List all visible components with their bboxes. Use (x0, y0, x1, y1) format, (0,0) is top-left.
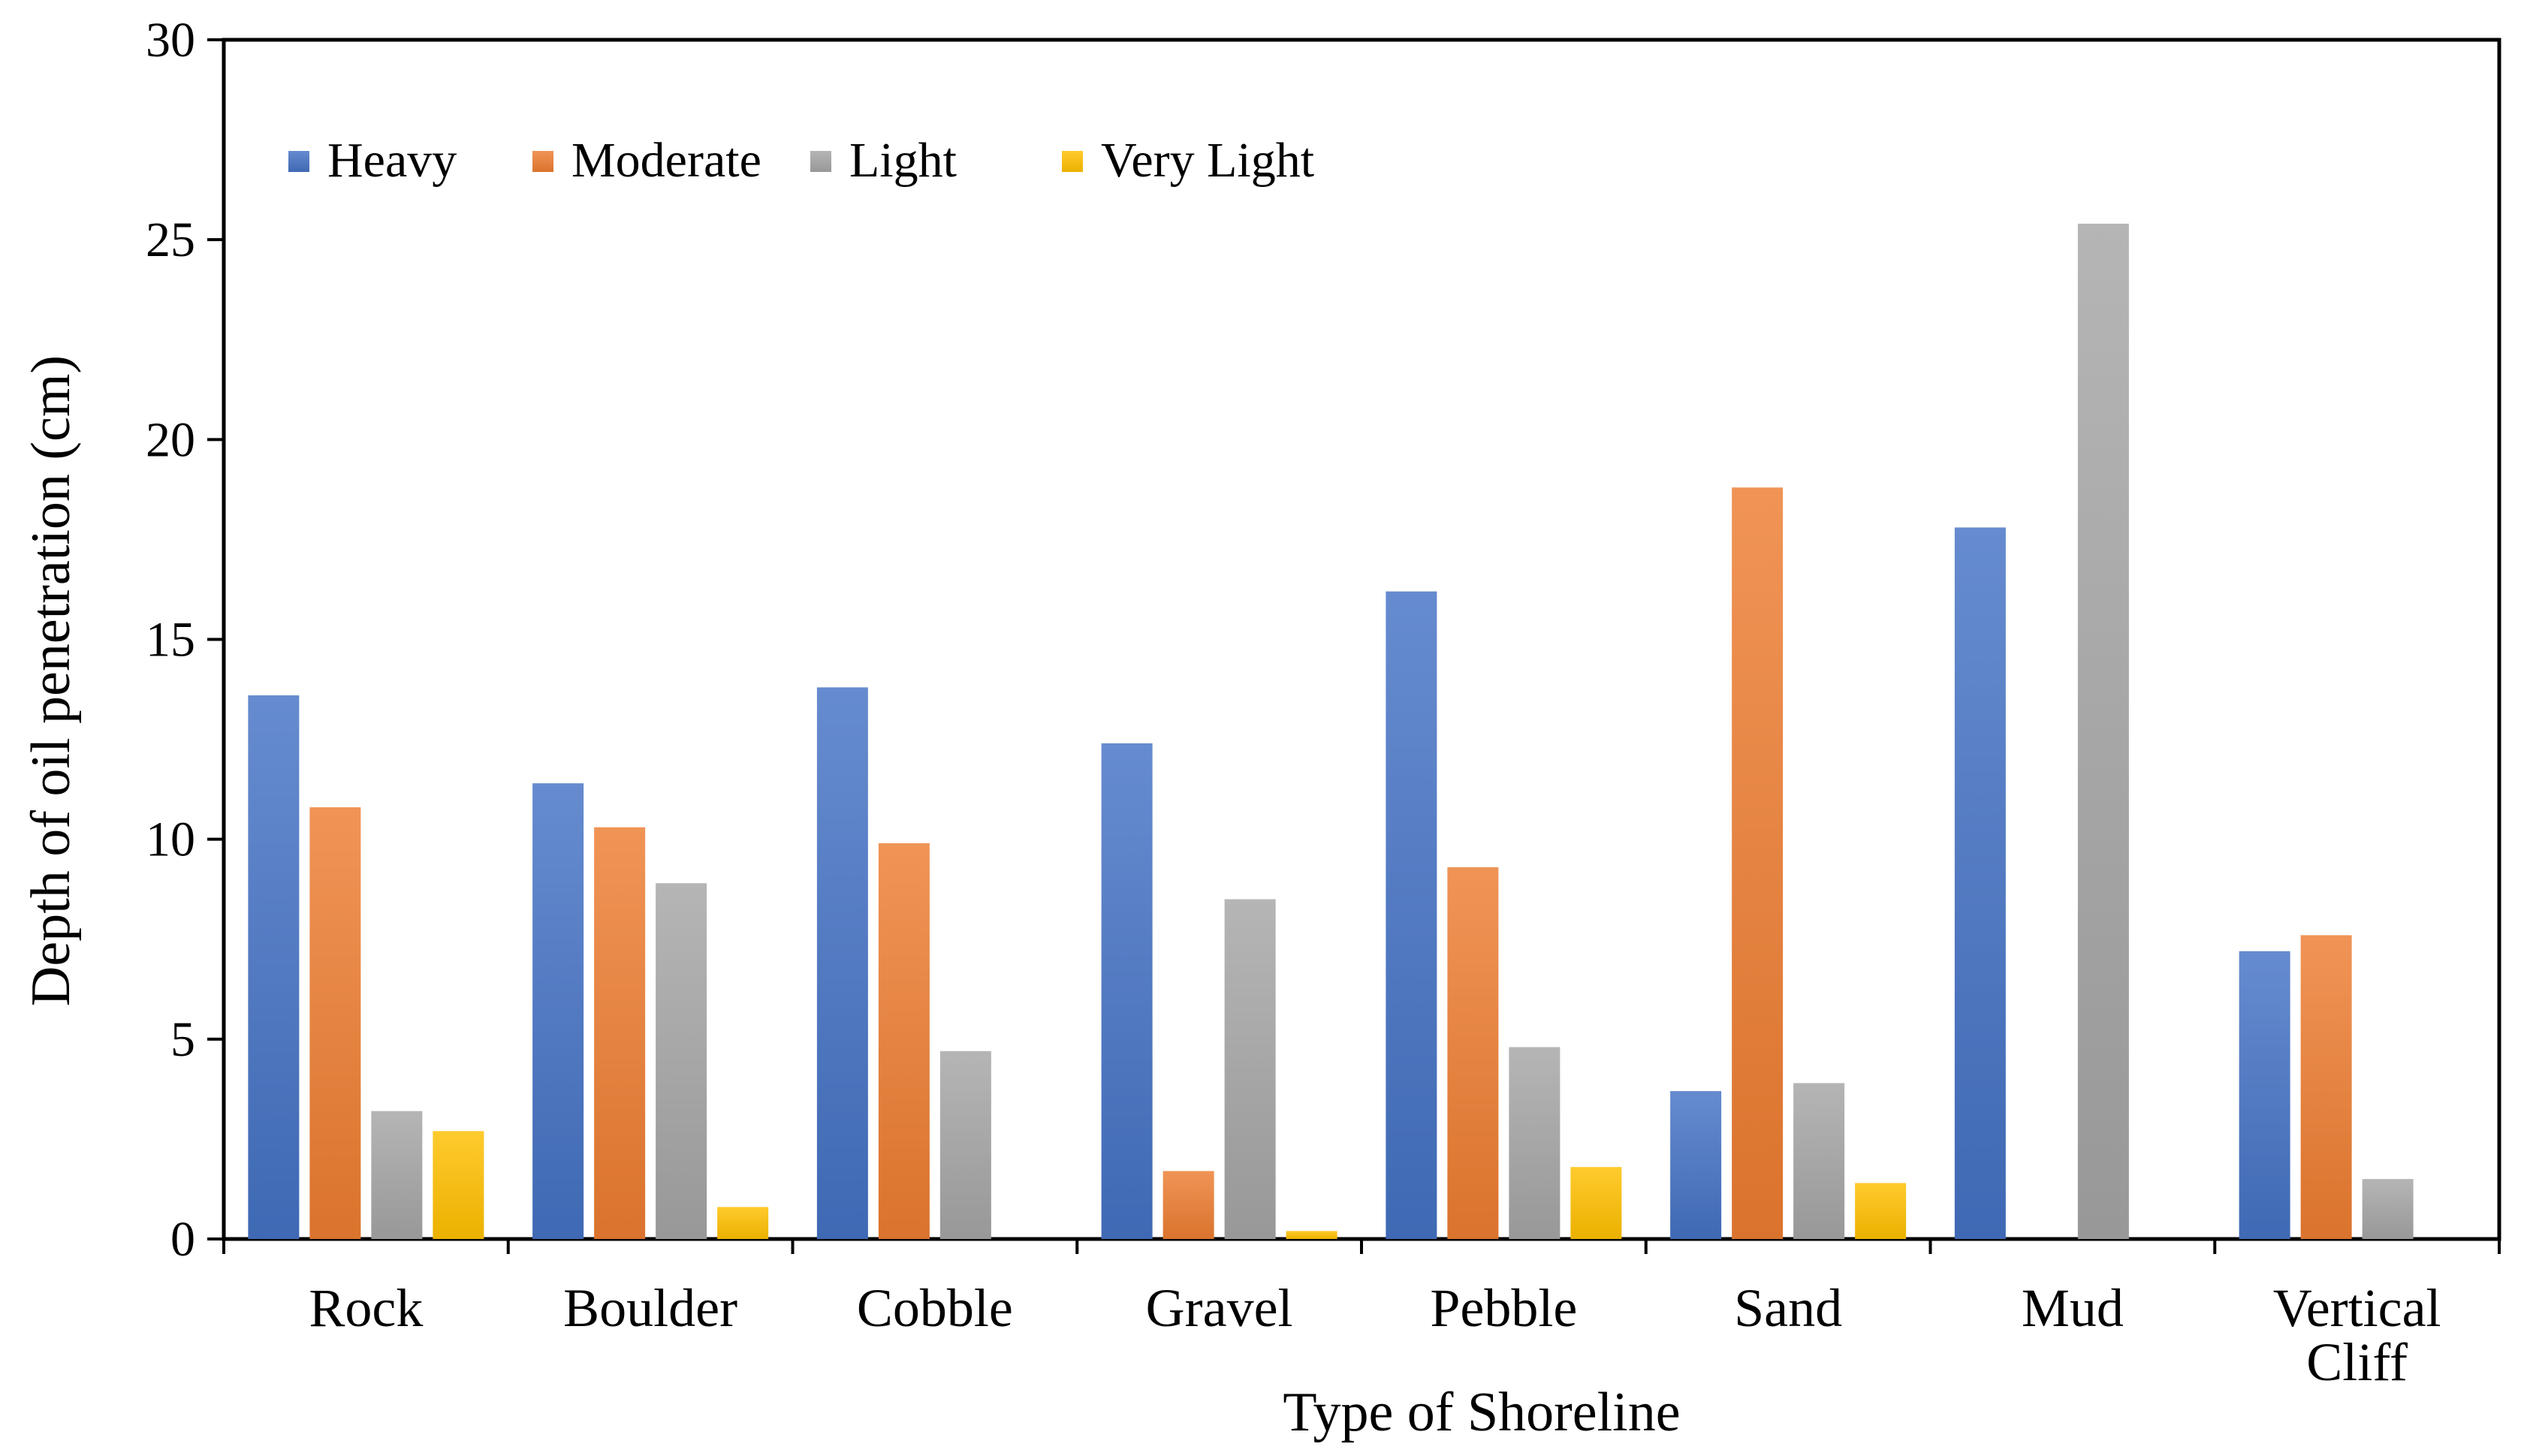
bar-heavy (1670, 1091, 1722, 1239)
bars-group (248, 223, 2414, 1240)
y-tick-label: 15 (146, 613, 195, 668)
x-category-label: Vertical Cliff (2273, 1278, 2441, 1392)
bar-moderate (594, 827, 646, 1239)
legend-label: Very Light (1101, 133, 1314, 188)
bar-light (371, 1111, 423, 1239)
bar-light (2077, 223, 2129, 1240)
legend-swatch-light (810, 151, 831, 172)
y-tick-label: 30 (146, 13, 195, 68)
x-category-label: Pebble (1430, 1278, 1577, 1338)
legend: Heavy Moderate Light Very Light (288, 133, 1314, 188)
y-tick-label: 5 (170, 1012, 195, 1067)
x-category-label: Boulder (563, 1278, 737, 1338)
x-axis: Rock Boulder Cobble Gravel Pebble Sand Mud Vert… (222, 1239, 2501, 1392)
bar-moderate (1732, 487, 1784, 1239)
x-category-label: Cobble (857, 1278, 1013, 1338)
bar-light (656, 883, 707, 1239)
bar-moderate (1447, 867, 1499, 1239)
bar-light (1793, 1083, 1845, 1239)
bar-heavy (248, 695, 300, 1239)
bar-heavy (1101, 743, 1153, 1239)
bar-light (1224, 899, 1276, 1239)
y-tick-label: 20 (146, 412, 195, 467)
bar-moderate (309, 807, 361, 1239)
legend-label: Moderate (571, 133, 761, 188)
bar-very-light (1570, 1167, 1622, 1239)
x-category-label: Sand (1734, 1278, 1842, 1338)
bar-very-light (717, 1207, 769, 1239)
y-tick-label: 0 (170, 1212, 195, 1267)
bar-moderate (2300, 935, 2352, 1239)
y-axis: 0 5 10 15 20 25 30 (146, 13, 224, 1267)
y-tick-label: 25 (146, 213, 195, 267)
bar-very-light (1286, 1231, 1337, 1239)
x-category-label: Rock (309, 1278, 423, 1338)
bar-moderate (1162, 1171, 1214, 1239)
bar-light (939, 1051, 991, 1239)
legend-swatch-very-light (1062, 151, 1083, 172)
x-axis-title: Type of Shoreline (1283, 1382, 1680, 1443)
x-category-label: Gravel (1146, 1278, 1293, 1338)
y-tick-label: 10 (146, 812, 195, 867)
bar-light (1509, 1047, 1561, 1239)
legend-label: Light (849, 133, 957, 188)
bar-heavy (2239, 951, 2290, 1239)
x-category-label: Mud (2022, 1278, 2124, 1338)
bar-light (2362, 1179, 2414, 1239)
bar-very-light (433, 1131, 484, 1239)
bar-heavy (532, 783, 584, 1239)
y-axis-title: Depth of oil penetration (cm) (20, 355, 82, 1006)
legend-swatch-moderate (532, 151, 553, 172)
legend-swatch-heavy (288, 151, 309, 172)
bar-heavy (1954, 527, 2006, 1239)
bar-very-light (1855, 1183, 1907, 1239)
bar-moderate (878, 843, 930, 1239)
bar-heavy (816, 687, 868, 1239)
legend-label: Heavy (327, 133, 457, 188)
bar-heavy (1386, 591, 1437, 1239)
